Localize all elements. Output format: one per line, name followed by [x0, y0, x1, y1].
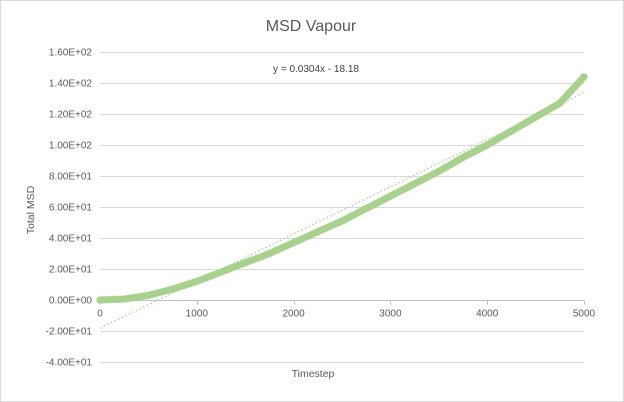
y-tick-label: 0.00E+00 [49, 296, 93, 307]
x-axis-title: Timestep [292, 368, 335, 380]
data-point [386, 192, 394, 200]
x-tick-label: 2000 [282, 309, 305, 320]
trendline-layer [99, 91, 585, 329]
y-axis-title: Total MSD [25, 185, 37, 234]
linear-trendline [99, 91, 585, 329]
y-tick-label: 4.00E+01 [49, 234, 93, 245]
data-series [96, 73, 588, 304]
y-tick-label: 8.00E+01 [49, 172, 93, 183]
x-tick-label: 5000 [573, 309, 596, 320]
y-tick-label: 1.00E+02 [49, 141, 93, 152]
data-point [120, 295, 128, 303]
trendline-equation: y = 0.0304x - 18.18 [273, 64, 359, 75]
data-point [290, 239, 298, 247]
y-tick-label: 1.60E+02 [49, 48, 93, 59]
y-tick-label: 1.20E+02 [49, 110, 93, 121]
x-tick-label: 3000 [379, 309, 402, 320]
y-tick-label: 6.00E+01 [49, 203, 93, 214]
data-point [362, 204, 370, 213]
data-point [241, 259, 249, 267]
x-tick-label: 4000 [476, 309, 499, 320]
data-point [459, 153, 467, 161]
data-point [435, 167, 443, 175]
x-tick-label: 1000 [186, 309, 209, 320]
data-point [532, 113, 540, 121]
data-point [265, 249, 273, 258]
data-point [193, 277, 201, 285]
data-point [144, 291, 152, 299]
y-tick-label: -4.00E+01 [46, 358, 93, 369]
data-point [217, 268, 225, 276]
data-point [556, 99, 564, 107]
tick-labels: -4.00E+01 -2.00E+01 0.00E+00 2.00E+01 4.00E+… [46, 48, 596, 369]
data-point [314, 228, 322, 236]
data-point [96, 296, 104, 304]
y-tick-label: 1.40E+02 [49, 79, 93, 90]
data-point [483, 141, 491, 149]
data-point [169, 285, 177, 293]
data-point [411, 180, 419, 188]
data-point [507, 127, 515, 135]
chart-title: MSD Vapour [266, 18, 357, 35]
x-tick-label: 0 [97, 309, 103, 320]
y-tick-label: 2.00E+01 [49, 265, 93, 276]
data-point [580, 73, 588, 81]
data-point [338, 217, 346, 225]
y-tick-label: -2.00E+01 [46, 327, 93, 338]
